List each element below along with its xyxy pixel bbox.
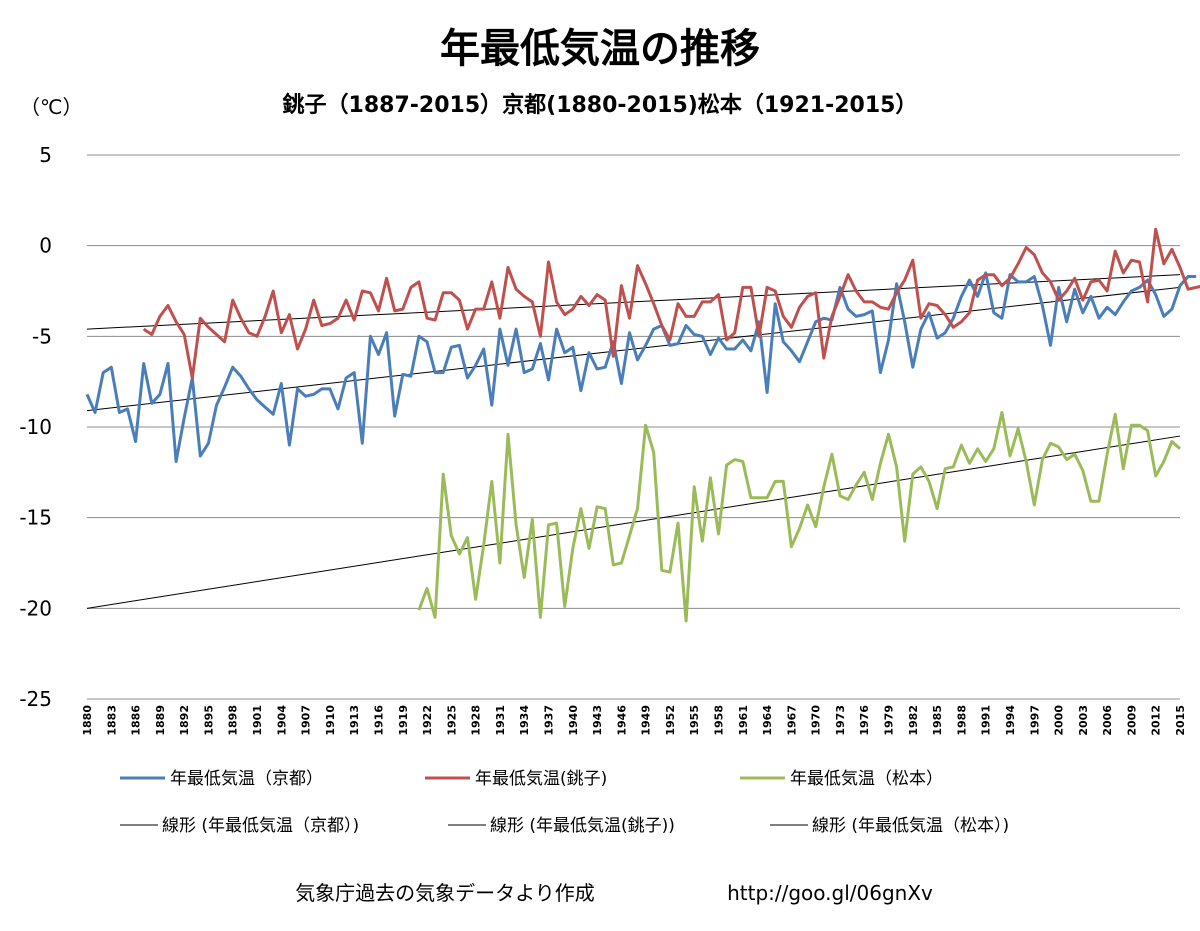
legend-label: 線形 (年最低気温(銚子)) (490, 816, 675, 836)
x-tick-label: 1973 (834, 705, 847, 736)
x-tick-label: 1922 (421, 705, 434, 736)
trend-lines (86, 274, 1181, 609)
y-tick-label: 5 (39, 143, 52, 167)
x-axis-ticks: 1880 1883 1886 1889 1892 1895 1898 1901 1904 1907… (81, 705, 1187, 736)
x-tick-label: 1895 (202, 705, 215, 736)
trend-line (86, 274, 1181, 330)
x-tick-label: 1925 (445, 705, 458, 736)
x-tick-label: 1967 (785, 705, 798, 736)
series-line (417, 411, 1182, 623)
x-tick-label: 2006 (1101, 705, 1114, 736)
legend-label: 年最低気温（松本） (790, 769, 943, 789)
x-tick-label: 1931 (494, 705, 507, 736)
x-tick-label: 1988 (955, 705, 968, 736)
x-tick-label: 1979 (883, 705, 896, 736)
gridlines (87, 154, 1180, 700)
x-tick-label: 2003 (1077, 705, 1090, 736)
chart-subtitle: 銚子（1887-2015）京都(1880-2015)松本（1921-2015） (283, 92, 918, 118)
x-tick-label: 1883 (105, 705, 118, 736)
x-tick-label: 1898 (227, 705, 240, 736)
x-tick-label: 1937 (542, 705, 555, 736)
x-tick-label: 1955 (688, 705, 701, 736)
x-tick-label: 1958 (713, 705, 726, 736)
chart-title: 年最低気温の推移 (440, 26, 760, 72)
x-tick-label: 1985 (931, 705, 944, 736)
x-tick-label: 1901 (251, 705, 264, 736)
x-tick-label: 1880 (81, 705, 94, 736)
y-tick-label: -10 (19, 415, 52, 439)
x-tick-label: 2012 (1150, 705, 1163, 736)
x-tick-label: 1994 (1004, 705, 1017, 736)
x-tick-label: 2000 (1053, 705, 1066, 736)
y-axis-unit: （℃） (20, 95, 82, 119)
x-tick-label: 1946 (615, 705, 628, 736)
x-tick-label: 1910 (324, 705, 337, 736)
y-tick-label: -5 (32, 324, 52, 348)
x-tick-label: 1904 (275, 705, 288, 736)
legend-label: 年最低気温（京都） (170, 769, 323, 789)
x-tick-label: 1976 (858, 705, 871, 736)
legend-label: 年最低気温(銚子) (475, 769, 607, 789)
x-tick-label: 1886 (130, 705, 143, 736)
legend: 年最低気温（京都） 年最低気温(銚子) 年最低気温（松本） 線形 (年最低気温（京都）… (120, 769, 1009, 836)
source-note: 気象庁過去の気象データより作成 (295, 881, 595, 905)
y-tick-label: 0 (39, 234, 52, 258)
x-tick-label: 1949 (640, 705, 653, 736)
legend-label: 線形 (年最低気温（松本）) (812, 816, 1009, 836)
y-tick-label: -20 (19, 596, 52, 620)
x-tick-label: 1952 (664, 705, 677, 736)
x-tick-label: 1970 (810, 705, 823, 736)
y-tick-label: -15 (19, 506, 52, 530)
x-tick-label: 1907 (300, 705, 313, 736)
x-tick-label: 1964 (761, 705, 774, 736)
x-tick-label: 1892 (178, 705, 191, 736)
x-tick-label: 1961 (737, 705, 750, 736)
x-tick-label: 1916 (372, 705, 385, 736)
y-tick-label: -25 (19, 687, 52, 711)
x-tick-label: 1919 (397, 705, 410, 736)
x-tick-label: 1889 (154, 705, 167, 736)
source-url[interactable]: http://goo.gl/06gnXv (727, 881, 933, 905)
x-tick-label: 1982 (907, 705, 920, 736)
x-tick-label: 1934 (518, 705, 531, 736)
series-line (142, 227, 1200, 380)
x-tick-label: 2015 (1174, 705, 1187, 736)
x-tick-label: 1940 (567, 705, 580, 736)
y-axis-ticks: 5 0 -5 -10 -15 -20 -25 (19, 143, 52, 711)
x-tick-label: 1928 (470, 705, 483, 736)
x-tick-label: 2009 (1125, 705, 1138, 736)
legend-label: 線形 (年最低気温（京都）) (162, 816, 359, 836)
x-tick-label: 1943 (591, 705, 604, 736)
x-tick-label: 1913 (348, 705, 361, 736)
data-series (85, 227, 1200, 623)
x-tick-label: 1997 (1028, 705, 1041, 736)
x-tick-label: 1991 (980, 705, 993, 736)
